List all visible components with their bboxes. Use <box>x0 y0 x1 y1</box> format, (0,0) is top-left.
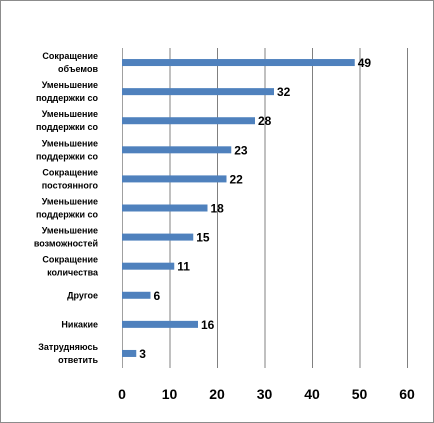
data-label: 28 <box>258 114 272 128</box>
bar <box>122 88 274 96</box>
data-label: 11 <box>177 260 190 274</box>
bar <box>122 320 198 328</box>
data-label: 23 <box>234 143 248 157</box>
data-label: 6 <box>154 289 161 303</box>
bar <box>122 233 194 241</box>
category-label: Другое <box>67 290 98 300</box>
data-label: 49 <box>358 56 372 70</box>
bar <box>122 262 175 270</box>
data-label: 16 <box>201 318 215 332</box>
bar <box>122 349 137 357</box>
category-label: Уменьшение поддержки со <box>36 138 99 161</box>
category-label: Сокращение количества <box>42 255 99 278</box>
category-label: Сокращение постоянного <box>42 167 99 190</box>
x-tick-label: 20 <box>209 386 225 402</box>
category-label: Уменьшение поддержки со <box>36 109 99 132</box>
x-tick-label: 30 <box>257 386 273 402</box>
data-label: 15 <box>196 231 210 245</box>
bar <box>122 291 151 299</box>
bar <box>122 117 255 125</box>
data-labels: 49 32 28 23 22 18 15 11 6 16 3 <box>139 56 371 361</box>
bar <box>122 204 208 212</box>
gridlines <box>122 48 408 368</box>
x-tick-label: 50 <box>352 386 368 402</box>
data-label: 3 <box>139 347 146 361</box>
category-labels: Сокращение объемов Уменьшение поддержки со У… <box>34 51 99 365</box>
category-label: Уменьшение поддержки со <box>36 197 99 220</box>
x-tick-label: 40 <box>304 386 320 402</box>
data-label: 18 <box>211 202 225 216</box>
x-tick-label: 10 <box>162 386 178 402</box>
category-label: Никакие <box>61 319 98 329</box>
x-tick-label: 0 <box>118 386 126 402</box>
bars <box>122 59 355 357</box>
bar <box>122 175 227 183</box>
category-label: Уменьшение возможностей <box>34 226 98 249</box>
category-label: Уменьшение поддержки со <box>36 80 99 103</box>
x-axis-ticks: 0 10 20 30 40 50 60 <box>118 386 415 402</box>
data-label: 32 <box>277 85 291 99</box>
bar <box>122 59 355 67</box>
bar <box>122 146 232 154</box>
x-tick-label: 60 <box>399 386 415 402</box>
category-label: Затрудняюсь ответить <box>38 342 98 365</box>
data-label: 22 <box>230 172 244 186</box>
category-label: Сокращение объемов <box>42 51 98 74</box>
